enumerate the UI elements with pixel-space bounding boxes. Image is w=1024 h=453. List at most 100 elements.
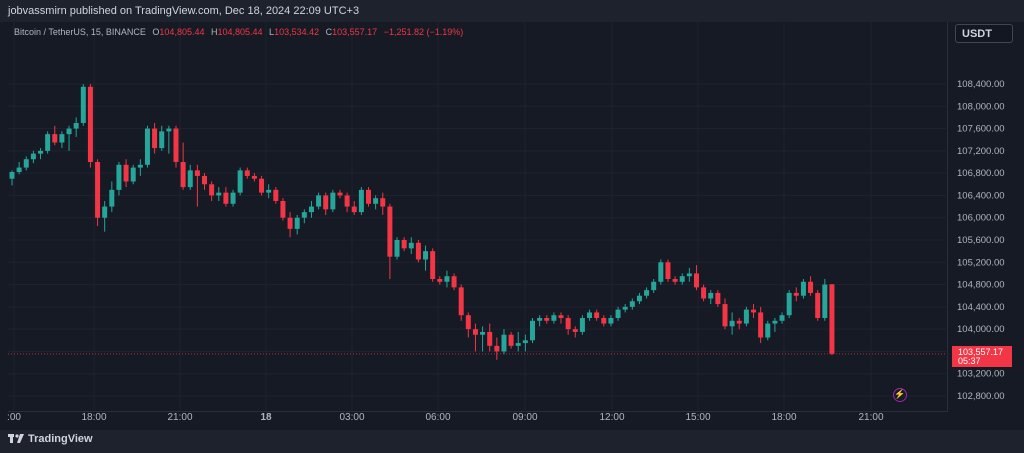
candle-body[interactable] xyxy=(408,242,414,249)
candle-body[interactable] xyxy=(73,123,79,129)
candle-body[interactable] xyxy=(323,195,329,210)
candle-body[interactable] xyxy=(615,309,621,318)
candle-body[interactable] xyxy=(679,276,685,282)
candle-body[interactable] xyxy=(202,175,208,185)
candle-body[interactable] xyxy=(95,162,101,218)
candle-body[interactable] xyxy=(216,192,222,196)
candle-body[interactable] xyxy=(501,334,507,352)
candle-body[interactable] xyxy=(594,312,600,318)
candle-body[interactable] xyxy=(137,164,143,168)
candle-body[interactable] xyxy=(565,318,571,330)
candle-body[interactable] xyxy=(529,320,535,341)
candle-body[interactable] xyxy=(144,128,150,165)
candle-body[interactable] xyxy=(380,198,386,207)
candle-body[interactable] xyxy=(173,128,179,162)
candle-body[interactable] xyxy=(822,284,828,318)
candle-body[interactable] xyxy=(736,320,742,324)
candle-body[interactable] xyxy=(765,323,771,338)
candle-body[interactable] xyxy=(30,153,36,160)
candle-body[interactable] xyxy=(537,318,543,321)
candle-body[interactable] xyxy=(45,134,51,151)
candle-body[interactable] xyxy=(344,195,350,207)
candle-body[interactable] xyxy=(472,329,478,335)
candle-body[interactable] xyxy=(16,167,22,173)
candle-body[interactable] xyxy=(579,318,585,332)
candle-body[interactable] xyxy=(758,312,764,338)
candle-body[interactable] xyxy=(273,189,279,201)
candle-body[interactable] xyxy=(558,315,564,318)
candle-body[interactable] xyxy=(80,86,86,123)
candle-body[interactable] xyxy=(23,159,29,168)
candle-body[interactable] xyxy=(373,198,379,204)
candle-body[interactable] xyxy=(480,331,486,335)
candle-body[interactable] xyxy=(644,290,650,296)
candle-body[interactable] xyxy=(387,206,393,257)
candle-body[interactable] xyxy=(494,345,500,352)
candle-body[interactable] xyxy=(209,184,215,196)
candle-body[interactable] xyxy=(130,167,136,182)
candle-body[interactable] xyxy=(423,251,429,260)
candle-body[interactable] xyxy=(829,284,835,354)
candle-body[interactable] xyxy=(266,189,272,193)
candle-body[interactable] xyxy=(651,281,657,291)
candle-body[interactable] xyxy=(102,206,108,218)
candle-body[interactable] xyxy=(244,170,250,176)
candle-body[interactable] xyxy=(444,276,450,282)
candle-body[interactable] xyxy=(330,192,336,210)
candle-body[interactable] xyxy=(629,301,635,307)
candle-body[interactable] xyxy=(636,295,642,302)
candle-body[interactable] xyxy=(786,292,792,316)
symbol-label[interactable]: Bitcoin / TetherUS, 15, BINANCE xyxy=(14,27,146,37)
candle-body[interactable] xyxy=(572,329,578,332)
candle-body[interactable] xyxy=(358,189,364,213)
candle-body[interactable] xyxy=(515,343,521,346)
candle-body[interactable] xyxy=(693,273,699,288)
currency-button[interactable]: USDT xyxy=(955,24,1013,43)
candle-body[interactable] xyxy=(38,150,44,154)
candle-body[interactable] xyxy=(394,240,400,257)
candle-body[interactable] xyxy=(280,201,286,218)
candle-body[interactable] xyxy=(601,318,607,324)
candle-body[interactable] xyxy=(152,128,158,149)
candle-body[interactable] xyxy=(729,320,735,327)
candle-body[interactable] xyxy=(800,281,806,296)
candle-body[interactable] xyxy=(708,292,714,299)
candle-body[interactable] xyxy=(551,315,557,321)
candle-body[interactable] xyxy=(116,164,122,190)
candle-body[interactable] xyxy=(793,292,799,296)
candle-body[interactable] xyxy=(9,172,15,179)
chart-pane[interactable] xyxy=(8,22,948,412)
candle-body[interactable] xyxy=(59,134,65,143)
candle-body[interactable] xyxy=(401,240,407,249)
candle-body[interactable] xyxy=(608,318,614,324)
candle-body[interactable] xyxy=(430,251,436,279)
candle-body[interactable] xyxy=(437,279,443,282)
candle-body[interactable] xyxy=(259,178,265,193)
candle-body[interactable] xyxy=(166,128,172,132)
candle-body[interactable] xyxy=(52,134,58,143)
candle-body[interactable] xyxy=(522,340,528,344)
candle-body[interactable] xyxy=(487,331,493,346)
candle-body[interactable] xyxy=(316,195,322,207)
candle-body[interactable] xyxy=(701,287,707,299)
candle-body[interactable] xyxy=(187,170,193,188)
candle-body[interactable] xyxy=(159,131,165,149)
candle-body[interactable] xyxy=(658,262,664,282)
candle-body[interactable] xyxy=(287,217,293,229)
candle-body[interactable] xyxy=(465,315,471,330)
candle-body[interactable] xyxy=(722,304,728,327)
candle-body[interactable] xyxy=(301,212,307,218)
candle-body[interactable] xyxy=(194,170,200,176)
candle-body[interactable] xyxy=(808,281,814,293)
candle-body[interactable] xyxy=(451,276,457,288)
candle-body[interactable] xyxy=(458,287,464,316)
candle-body[interactable] xyxy=(87,86,93,162)
candle-body[interactable] xyxy=(622,306,628,310)
candle-body[interactable] xyxy=(337,192,343,196)
candle-body[interactable] xyxy=(109,189,115,207)
candle-body[interactable] xyxy=(815,292,821,318)
candle-body[interactable] xyxy=(751,309,757,313)
bolt-icon[interactable]: ⚡ xyxy=(893,388,907,402)
candle-body[interactable] xyxy=(715,292,721,305)
